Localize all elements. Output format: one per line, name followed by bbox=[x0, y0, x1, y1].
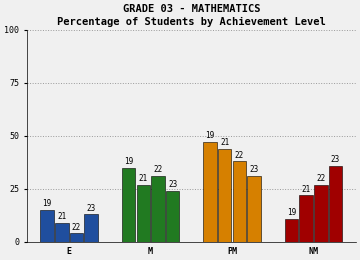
Bar bbox=[55, 223, 68, 242]
Bar bbox=[285, 219, 298, 242]
Text: 23: 23 bbox=[86, 204, 96, 213]
Text: 19: 19 bbox=[287, 208, 296, 217]
Bar bbox=[166, 191, 179, 242]
Text: 23: 23 bbox=[331, 155, 340, 164]
Text: 22: 22 bbox=[153, 165, 163, 174]
Text: 23: 23 bbox=[249, 165, 258, 174]
Text: 23: 23 bbox=[168, 180, 177, 189]
Text: 19: 19 bbox=[124, 157, 133, 166]
Bar bbox=[84, 214, 98, 242]
Text: 21: 21 bbox=[139, 174, 148, 183]
Bar bbox=[247, 176, 261, 242]
Bar bbox=[203, 142, 217, 242]
Bar bbox=[329, 166, 342, 242]
Bar bbox=[136, 185, 150, 242]
Bar bbox=[151, 176, 165, 242]
Text: 21: 21 bbox=[57, 212, 67, 221]
Text: 21: 21 bbox=[302, 185, 311, 193]
Title: GRADE 03 - MATHEMATICS
Percentage of Students by Achievement Level: GRADE 03 - MATHEMATICS Percentage of Stu… bbox=[57, 4, 326, 27]
Text: 22: 22 bbox=[316, 174, 325, 183]
Text: 21: 21 bbox=[220, 138, 229, 147]
Bar bbox=[233, 161, 246, 242]
Text: 19: 19 bbox=[206, 132, 215, 140]
Bar bbox=[218, 148, 231, 242]
Bar bbox=[314, 185, 328, 242]
Bar bbox=[122, 168, 135, 242]
Text: 22: 22 bbox=[72, 223, 81, 232]
Text: 22: 22 bbox=[235, 151, 244, 160]
Bar bbox=[40, 210, 54, 242]
Bar bbox=[70, 233, 83, 242]
Text: 19: 19 bbox=[42, 199, 52, 209]
Bar bbox=[300, 195, 313, 242]
